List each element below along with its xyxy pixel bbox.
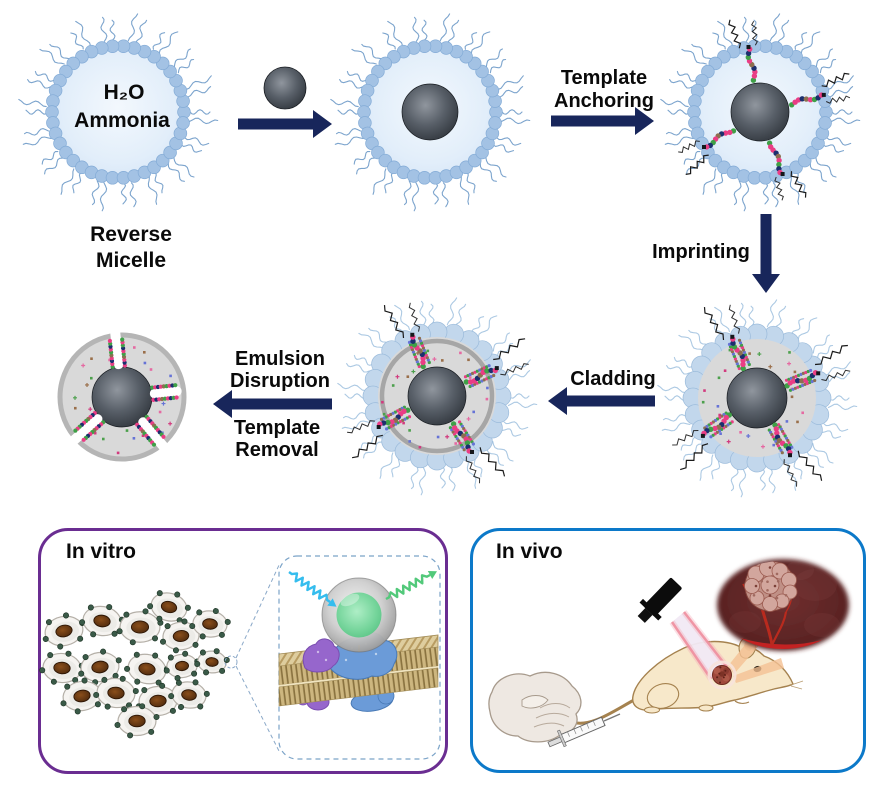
in-vivo-title: In vivo (496, 540, 563, 563)
micelle-interior-ammonia-label: Ammonia (74, 109, 170, 132)
arrow-step-1 (238, 110, 332, 138)
arrow-cladding (548, 387, 655, 415)
in-vivo-panel (470, 528, 866, 773)
step-label-emulsion-disruption: Emulsion Disruption (230, 348, 330, 392)
micelle-with-core-figure (330, 13, 531, 212)
micelle-cladded-figure (337, 297, 538, 496)
micelle-template-anchored-figure (660, 13, 861, 212)
imprinted-nanoparticle-final-figure (57, 323, 187, 462)
in-vitro-panel (38, 528, 448, 774)
step-label-template-removal: Template Removal (233, 417, 321, 461)
step-label-template-anchoring: Template Anchoring (554, 67, 654, 112)
micelle-imprinted-figure (657, 299, 858, 498)
step-label-imprinting: Imprinting (652, 241, 750, 263)
arrow-emulsion-disruption (213, 390, 332, 418)
reverse-micelle-caption: Reverse Micelle (90, 223, 172, 272)
silica-core-sphere-figure (263, 66, 307, 110)
micelle-interior-h2o-label: H₂O (103, 81, 145, 104)
in-vitro-title: In vitro (66, 540, 137, 563)
arrow-imprinting (752, 214, 780, 293)
step-label-cladding: Cladding (570, 368, 656, 390)
